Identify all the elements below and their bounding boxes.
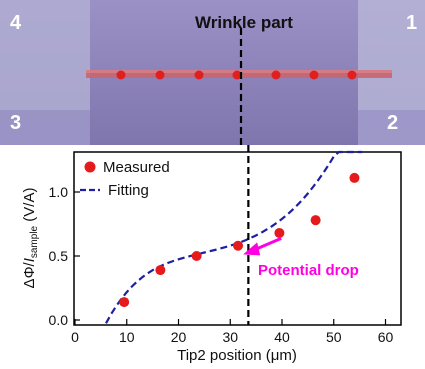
wrinkle-part-label: Wrinkle part [195,13,293,32]
measured-point [349,172,360,183]
contact-label-1: 1 [406,12,418,34]
x-tick-label: 60 [378,329,394,345]
photo-contact-dot [232,70,242,80]
x-tick-label: 20 [171,329,187,345]
y-tick-label: 1.0 [49,184,69,200]
photo-contact-dot [271,70,281,80]
x-axis-label: Tip2 position (μm) [177,347,297,364]
y-axis-ticks: 0.0 0.5 1.0 [49,184,80,328]
device-micrograph [0,0,425,145]
potential-drop-arrowhead [243,242,261,256]
photo-contact-dot [347,70,357,80]
y-tick-label: 0.5 [49,248,69,264]
legend-measured-label: Measured [103,159,170,176]
x-axis-ticks: 0 10 20 30 40 50 60 [71,319,393,345]
legend: Measured Fitting [80,159,170,199]
photo-contact-dot [155,70,165,80]
photo-contact-dot [309,70,319,80]
photo-contact-dot [194,70,204,80]
potential-drop-annotation: Potential drop [243,237,359,279]
x-tick-label: 50 [326,329,342,345]
y-axis-label-unit: (V/A) [21,188,38,226]
x-tick-label: 0 [71,329,79,345]
photo-contact-dot [116,70,126,80]
legend-measured-marker [84,161,96,173]
measured-point [274,227,285,238]
x-tick-label: 40 [274,329,290,345]
measured-point [310,215,321,226]
contact-label-2: 2 [387,112,399,134]
tip-contact-dots [116,70,357,80]
fitting-curve [105,150,363,324]
y-axis-label: ΔΦ/Isample (V/A) [21,188,40,289]
legend-fitting-label: Fitting [108,182,149,199]
potential-drop-label: Potential drop [258,262,359,279]
measured-point [233,240,244,251]
measured-point [191,251,202,261]
contact-pad-left-bottom [0,110,90,145]
y-axis-label-main: ΔΦ/ [21,261,38,288]
x-tick-label: 10 [119,329,135,345]
contact-label-4: 4 [10,12,22,34]
y-axis-label-i: I [21,258,38,262]
measured-points [119,172,360,308]
y-axis-label-sub: sample [29,225,40,258]
x-tick-label: 30 [222,329,238,345]
contact-label-3: 3 [10,112,22,134]
plot-frame [73,151,402,326]
y-tick-label: 0.0 [49,312,69,328]
measured-point [119,297,130,308]
contact-pad-right-bottom [358,110,425,145]
measured-point [155,265,166,276]
